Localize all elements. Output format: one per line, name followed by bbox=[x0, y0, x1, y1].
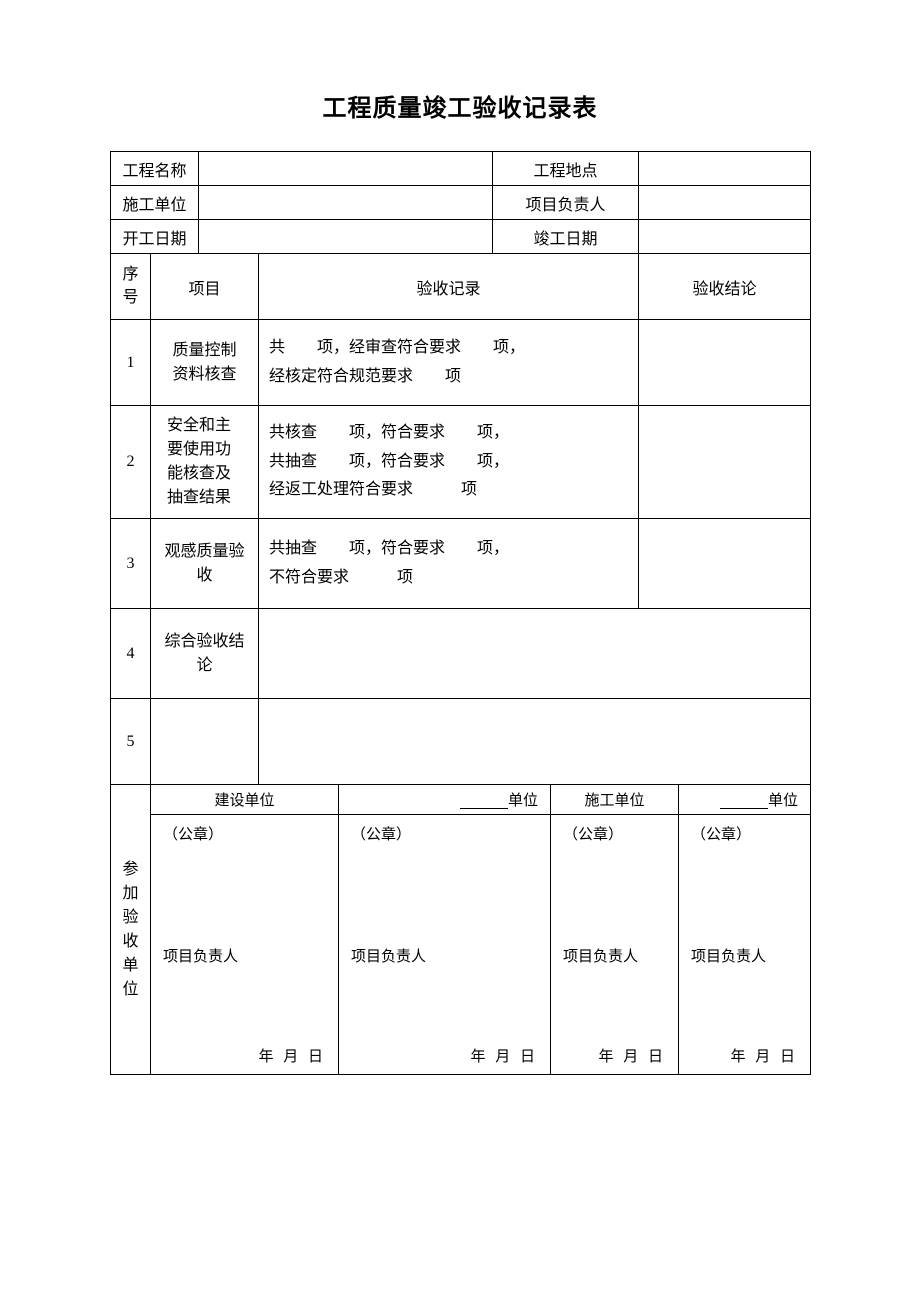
row4-project: 综合验收结论 bbox=[151, 609, 259, 699]
value-project-location bbox=[639, 152, 811, 186]
row2-project: 安全和主要使用功能核查及抽查结果 bbox=[151, 406, 259, 519]
seal-label: （公章） bbox=[691, 823, 800, 844]
label-end-date: 竣工日期 bbox=[493, 220, 639, 254]
row3-record: 共抽查 项，符合要求 项，不符合要求 项 bbox=[259, 519, 639, 609]
sig-unit-1-name: 建设单位 bbox=[151, 785, 339, 815]
data-row-4: 4 综合验收结论 bbox=[111, 609, 811, 699]
sig-unit-2-text: 单位 bbox=[508, 793, 538, 809]
leader-label: 项目负责人 bbox=[351, 945, 426, 966]
date-label: 年 月 日 bbox=[471, 1045, 539, 1066]
seal-label: （公章） bbox=[563, 823, 668, 844]
leader-label: 项目负责人 bbox=[691, 945, 766, 966]
col-conclusion: 验收结论 bbox=[639, 254, 811, 320]
row5-project bbox=[151, 699, 259, 785]
info-row-1: 工程名称 工程地点 bbox=[111, 152, 811, 186]
data-row-2: 2 安全和主要使用功能核查及抽查结果 共核查 项，符合要求 项，共抽查 项，符合… bbox=[111, 406, 811, 519]
row5-no: 5 bbox=[111, 699, 151, 785]
value-end-date bbox=[639, 220, 811, 254]
col-project: 项目 bbox=[151, 254, 259, 320]
label-start-date: 开工日期 bbox=[111, 220, 199, 254]
sig-unit-4-text: 单位 bbox=[768, 793, 798, 809]
value-project-leader bbox=[639, 186, 811, 220]
row4-no: 4 bbox=[111, 609, 151, 699]
value-project-name bbox=[199, 152, 493, 186]
seal-label: （公章） bbox=[351, 823, 540, 844]
row5-record bbox=[259, 699, 811, 785]
sig-block-3: （公章） 项目负责人 年 月 日 bbox=[551, 815, 679, 1075]
seal-label: （公章） bbox=[163, 823, 328, 844]
date-label: 年 月 日 bbox=[731, 1045, 799, 1066]
row2-conclusion bbox=[639, 406, 811, 519]
value-construction-unit bbox=[199, 186, 493, 220]
data-row-5: 5 bbox=[111, 699, 811, 785]
section-header-row: 序号 项目 验收记录 验收结论 bbox=[111, 254, 811, 320]
data-row-3: 3 观感质量验收 共抽查 项，符合要求 项，不符合要求 项 bbox=[111, 519, 811, 609]
row2-record: 共核查 项，符合要求 项，共抽查 项，符合要求 项，经返工处理符合要求 项 bbox=[259, 406, 639, 519]
label-construction-unit: 施工单位 bbox=[111, 186, 199, 220]
row3-project: 观感质量验收 bbox=[151, 519, 259, 609]
page-title: 工程质量竣工验收记录表 bbox=[110, 88, 810, 123]
col-seq: 序号 bbox=[111, 254, 151, 320]
sig-block-4: （公章） 项目负责人 年 月 日 bbox=[679, 815, 811, 1075]
date-label: 年 月 日 bbox=[259, 1045, 327, 1066]
row3-no: 3 bbox=[111, 519, 151, 609]
row4-record bbox=[259, 609, 811, 699]
sig-block-2: （公章） 项目负责人 年 月 日 bbox=[339, 815, 551, 1075]
label-project-location: 工程地点 bbox=[493, 152, 639, 186]
sig-unit-4-name: 单位 bbox=[679, 785, 811, 815]
info-row-2: 施工单位 项目负责人 bbox=[111, 186, 811, 220]
info-row-3: 开工日期 竣工日期 bbox=[111, 220, 811, 254]
sig-unit-2-name: 单位 bbox=[339, 785, 551, 815]
sig-block-1: （公章） 项目负责人 年 月 日 bbox=[151, 815, 339, 1075]
date-label: 年 月 日 bbox=[599, 1045, 667, 1066]
main-table: 工程名称 工程地点 施工单位 项目负责人 开工日期 竣工日期 序号 项目 验收记… bbox=[110, 151, 811, 1075]
row3-conclusion bbox=[639, 519, 811, 609]
sig-unit-3-name: 施工单位 bbox=[551, 785, 679, 815]
row1-project: 质量控制资料核查 bbox=[151, 320, 259, 406]
row2-no: 2 bbox=[111, 406, 151, 519]
data-row-1: 1 质量控制资料核查 共 项，经审查符合要求 项，经核定符合规范要求 项 bbox=[111, 320, 811, 406]
signature-side-label: 参加验收单位 bbox=[111, 785, 151, 1075]
label-project-name: 工程名称 bbox=[111, 152, 199, 186]
row1-conclusion bbox=[639, 320, 811, 406]
leader-label: 项目负责人 bbox=[163, 945, 238, 966]
signature-body-row: （公章） 项目负责人 年 月 日 （公章） 项目负责人 年 月 日 （公章） 项… bbox=[111, 815, 811, 1075]
col-record: 验收记录 bbox=[259, 254, 639, 320]
row1-no: 1 bbox=[111, 320, 151, 406]
signature-header-row: 参加验收单位 建设单位 单位 施工单位 单位 bbox=[111, 785, 811, 815]
label-project-leader: 项目负责人 bbox=[493, 186, 639, 220]
row1-record: 共 项，经审查符合要求 项，经核定符合规范要求 项 bbox=[259, 320, 639, 406]
leader-label: 项目负责人 bbox=[563, 945, 638, 966]
value-start-date bbox=[199, 220, 493, 254]
